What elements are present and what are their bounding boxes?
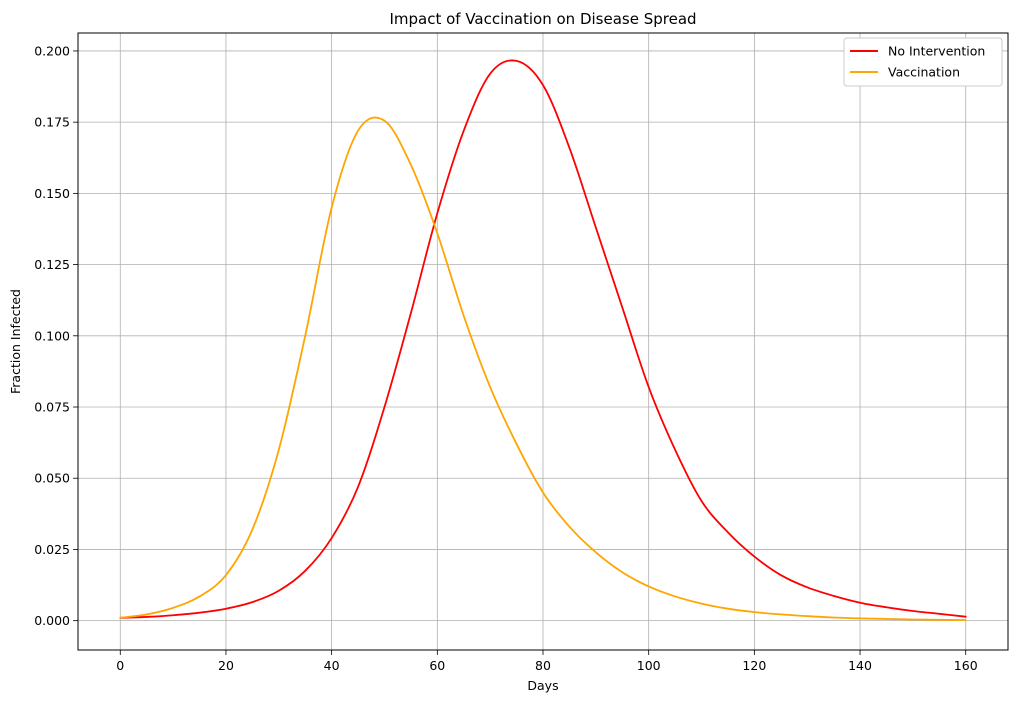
x-tick-label: 80 <box>535 658 551 673</box>
x-tick-label: 20 <box>218 658 234 673</box>
x-tick-label: 100 <box>637 658 661 673</box>
y-tick-label: 0.125 <box>34 257 70 272</box>
legend: No Intervention Vaccination <box>843 37 1003 87</box>
y-tick-label: 0.025 <box>34 542 70 557</box>
y-tick-label: 0.150 <box>34 186 70 201</box>
chart-title: Impact of Vaccination on Disease Spread <box>389 10 696 28</box>
y-tick-label: 0.100 <box>34 328 70 343</box>
x-tick-label: 0 <box>116 658 124 673</box>
series-line-vaccination <box>119 116 967 621</box>
series-lines <box>119 59 967 621</box>
legend-label-no-intervention: No Intervention <box>888 44 985 59</box>
legend-label-vaccination: Vaccination <box>888 65 960 80</box>
x-tick-label: 120 <box>742 658 766 673</box>
series-line-no-intervention <box>119 59 967 619</box>
y-tick-label: 0.050 <box>34 471 70 486</box>
x-tick-label: 140 <box>848 658 872 673</box>
y-axis-label: Fraction Infected <box>8 289 23 394</box>
x-tick-label: 160 <box>954 658 978 673</box>
x-axis-label: Days <box>527 678 558 693</box>
grid-lines <box>78 33 1008 650</box>
y-tick-label: 0.200 <box>34 43 70 58</box>
legend-box <box>843 37 1003 87</box>
x-tick-label: 40 <box>324 658 340 673</box>
y-tick-label: 0.000 <box>34 613 70 628</box>
x-tick-label: 60 <box>429 658 445 673</box>
y-tick-label: 0.075 <box>34 400 70 415</box>
y-tick-label: 0.175 <box>34 115 70 130</box>
axis-ticks: 0 20 40 60 80 100 120 140 160 0.000 0.025 0.050 0.07… <box>34 43 978 673</box>
